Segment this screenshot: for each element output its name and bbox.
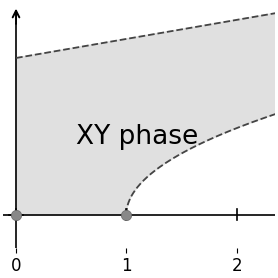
Text: XY phase: XY phase	[76, 124, 198, 150]
Polygon shape	[16, 13, 275, 215]
Point	[14, 212, 18, 217]
Point	[124, 212, 128, 217]
